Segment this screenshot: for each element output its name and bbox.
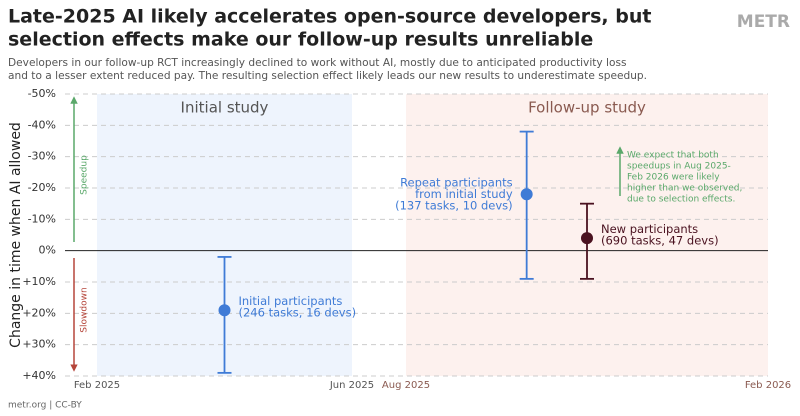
- point-label: (246 tasks, 16 devs): [239, 305, 357, 319]
- annotation: Feb 2026 were likely: [627, 173, 720, 183]
- direction-label: Slowdown: [80, 287, 90, 332]
- y-axis-label: Change in time when AI allowed: [8, 122, 24, 348]
- y-tick-label: -30%: [28, 150, 56, 163]
- x-tick-label: Feb 2025: [74, 380, 120, 391]
- point-label: New participants: [601, 222, 698, 236]
- point-label: from initial study: [415, 187, 513, 201]
- y-tick-label: -20%: [28, 181, 56, 194]
- footer: metr.org | CC-BY: [8, 401, 82, 411]
- point: [218, 304, 231, 317]
- point-label: Repeat participants: [400, 175, 513, 189]
- annotation: We expect that both: [627, 151, 719, 161]
- x-tick-label: Aug 2025: [382, 380, 430, 391]
- y-tick-label: +40%: [22, 369, 56, 382]
- title: Late-2025 AI likely accelerates open-sou…: [8, 6, 651, 28]
- logo: METR: [737, 12, 790, 32]
- y-tick-label: -50%: [28, 87, 56, 100]
- point: [581, 232, 593, 245]
- panel-title: Follow-up study: [528, 99, 646, 117]
- panel-title: Initial study: [181, 99, 269, 117]
- annotation: higher than we observed,: [627, 184, 742, 194]
- x-tick-label: Feb 2026: [745, 380, 791, 391]
- x-tick-label: Jun 2025: [329, 380, 374, 391]
- direction-label: Speedup: [80, 155, 90, 195]
- point-label: (137 tasks, 10 devs): [395, 198, 513, 212]
- y-tick-label: +10%: [22, 275, 56, 288]
- subtitle: Developers in our follow-up RCT increasi…: [8, 57, 627, 69]
- subtitle: and to a lesser extent reduced pay. The …: [8, 70, 647, 82]
- point: [520, 188, 533, 201]
- point-label: Initial participants: [239, 294, 343, 308]
- y-tick-label: 0%: [39, 244, 56, 257]
- annotation: due to selection effects.: [627, 195, 735, 205]
- y-tick-label: -40%: [28, 118, 56, 131]
- annotation: speedups in Aug 2025-: [627, 162, 731, 172]
- y-tick-label: -10%: [28, 212, 56, 225]
- title: selection effects make our follow-up res…: [8, 29, 593, 51]
- y-tick-label: +30%: [22, 338, 56, 351]
- y-tick-label: +20%: [22, 306, 56, 319]
- point-label: (690 tasks, 47 devs): [601, 233, 719, 247]
